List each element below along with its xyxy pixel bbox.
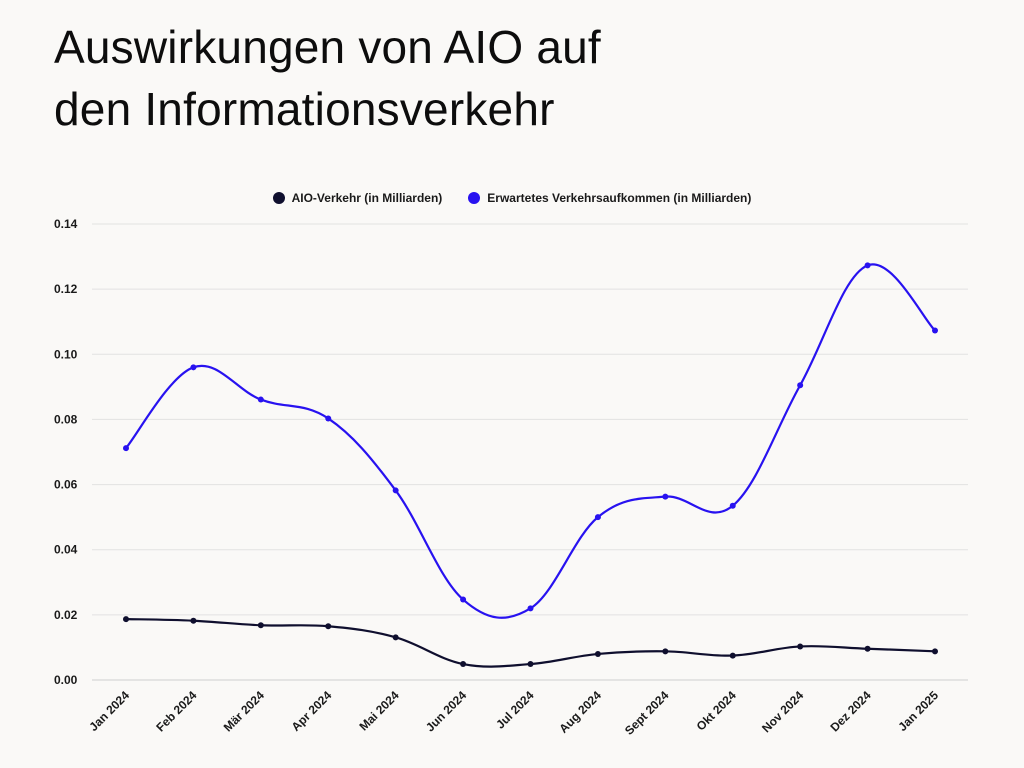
series-line-aio-traffic	[125, 617, 936, 668]
data-point-expected-traffic	[527, 605, 534, 612]
x-tick-label: Dez 2024	[827, 688, 873, 734]
data-point-expected-traffic	[257, 396, 264, 403]
data-point-aio-traffic	[864, 645, 871, 652]
y-tick-label: 0.06	[54, 478, 78, 492]
x-tick-label: Mai 2024	[357, 688, 403, 734]
data-point-aio-traffic	[257, 622, 264, 629]
legend-label-expected-traffic: Erwartetes Verkehrsaufkommen (in Milliar…	[487, 191, 752, 205]
legend-item-expected-traffic[interactable]: Erwartetes Verkehrsaufkommen (in Milliar…	[468, 191, 751, 205]
x-tick-label: Sept 2024	[622, 688, 672, 738]
data-point-aio-traffic	[190, 617, 197, 624]
y-tick-label: 0.04	[54, 543, 78, 557]
legend-marker-aio-traffic	[272, 192, 285, 204]
x-tick-label: Nov 2024	[759, 688, 806, 735]
data-point-aio-traffic	[729, 652, 736, 659]
x-tick-label: Jun 2024	[423, 688, 469, 734]
data-point-expected-traffic	[662, 493, 669, 500]
data-point-expected-traffic	[190, 364, 197, 371]
grid-lines	[92, 223, 968, 681]
data-point-expected-traffic	[325, 415, 332, 422]
x-tick-label: Jan 2025	[895, 688, 941, 734]
y-tick-label: 0.14	[54, 217, 78, 231]
data-point-expected-traffic	[797, 382, 804, 389]
chart-title-line-2: den Informationsverkehr	[54, 83, 555, 135]
legend-marker-expected-traffic	[468, 192, 481, 204]
x-tick-label: Apr 2024	[289, 688, 335, 734]
chart-legend: AIO-Verkehr (in Milliarden) Erwartetes V…	[0, 191, 1024, 205]
chart-title-line-1: Auswirkungen von AIO auf	[54, 21, 601, 73]
x-tick-label: Okt 2024	[694, 688, 740, 734]
data-point-expected-traffic	[729, 502, 736, 509]
data-point-expected-traffic	[123, 445, 129, 452]
series-line-expected-traffic	[125, 263, 936, 619]
data-point-aio-traffic	[797, 643, 804, 650]
data-point-aio-traffic	[594, 650, 601, 657]
x-tick-label: Aug 2024	[556, 688, 604, 736]
y-tick-label: 0.10	[54, 347, 78, 361]
data-point-aio-traffic	[123, 616, 129, 623]
series-points	[123, 262, 938, 668]
data-point-aio-traffic	[527, 661, 534, 668]
data-point-expected-traffic	[932, 327, 938, 334]
y-tick-label: 0.00	[54, 673, 78, 687]
data-point-aio-traffic	[932, 648, 938, 655]
x-tick-label: Jul 2024	[493, 688, 537, 732]
data-point-aio-traffic	[325, 623, 332, 630]
data-point-aio-traffic	[392, 634, 399, 641]
data-point-expected-traffic	[392, 487, 399, 494]
data-point-expected-traffic	[594, 514, 601, 521]
y-tick-label: 0.02	[54, 608, 78, 622]
legend-item-aio-traffic[interactable]: AIO-Verkehr (in Milliarden)	[272, 191, 443, 205]
y-axis: 0.00 0.02 0.04 0.06 0.08 0.10 0.12 0.14	[54, 217, 78, 687]
data-point-expected-traffic	[460, 596, 467, 603]
x-tick-label: Feb 2024	[153, 688, 199, 734]
x-tick-label: Mär 2024	[221, 688, 267, 734]
data-point-expected-traffic	[864, 262, 871, 269]
chart-title: Auswirkungen von AIO auf den Information…	[54, 16, 954, 140]
legend-label-aio-traffic: AIO-Verkehr (in Milliarden)	[291, 191, 443, 205]
data-point-aio-traffic	[662, 648, 669, 655]
y-tick-label: 0.08	[54, 412, 78, 426]
data-point-aio-traffic	[460, 661, 467, 668]
y-tick-label: 0.12	[54, 282, 78, 296]
x-tick-label: Jan 2024	[86, 688, 132, 734]
x-axis: Jan 2024 Feb 2024 Mär 2024 Apr 2024 Mai 2024…	[86, 688, 941, 738]
